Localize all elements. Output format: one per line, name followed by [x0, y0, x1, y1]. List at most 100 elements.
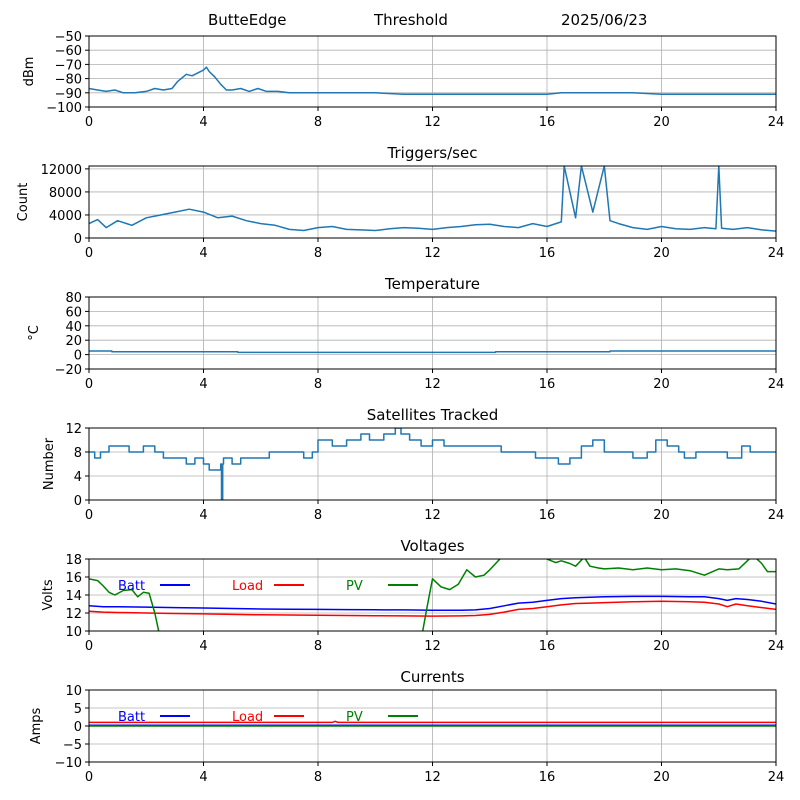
y-tick-label: −50 — [55, 30, 82, 45]
product-name: Threshold — [374, 11, 448, 29]
series-line-1 — [89, 428, 776, 500]
date-label: 2025/06/23 — [561, 11, 648, 29]
y-tick-label: −60 — [55, 44, 82, 59]
x-tick-label: 8 — [314, 246, 322, 261]
y-tick-label: 20 — [65, 334, 82, 349]
x-tick-label: 0 — [85, 639, 93, 654]
series-group — [89, 428, 776, 500]
x-tick-label: 0 — [85, 508, 93, 523]
y-tick-label: 10 — [65, 625, 82, 640]
y-tick-label: 60 — [65, 305, 82, 320]
x-tick-label: 4 — [199, 770, 207, 785]
panel-title: Temperature — [384, 275, 480, 293]
y-tick-label: 16 — [65, 571, 82, 586]
x-tick-label: 4 — [199, 115, 207, 130]
legend-label-batt: Batt — [118, 710, 145, 725]
station-name: ButteEdge — [208, 11, 287, 29]
x-tick-label: 20 — [653, 377, 670, 392]
y-axis-label: Amps — [29, 707, 44, 744]
x-tick-label: 20 — [653, 639, 670, 654]
y-tick-label: −100 — [46, 101, 82, 116]
x-tick-label: 12 — [424, 377, 441, 392]
x-tick-label: 16 — [539, 377, 556, 392]
x-tick-label: 24 — [768, 115, 785, 130]
x-tick-label: 8 — [314, 115, 322, 130]
y-tick-label: −80 — [55, 73, 82, 88]
x-tick-label: 0 — [85, 770, 93, 785]
legend-label-load: Load — [232, 579, 263, 594]
x-tick-label: 24 — [768, 770, 785, 785]
y-tick-label: −20 — [55, 363, 82, 378]
y-tick-label: 8 — [74, 446, 82, 461]
series-group — [89, 166, 776, 232]
panel-title: Triggers/sec — [387, 144, 478, 162]
y-tick-label: −90 — [55, 87, 82, 102]
x-tick-label: 0 — [85, 377, 93, 392]
x-tick-label: 24 — [768, 377, 785, 392]
series-line-1 — [89, 166, 776, 232]
x-tick-label: 12 — [424, 639, 441, 654]
legend-label-load: Load — [232, 710, 263, 725]
legend-label-pv: PV — [346, 710, 363, 725]
y-tick-label: 8000 — [49, 186, 82, 201]
y-axis-label: Count — [16, 183, 31, 222]
x-tick-label: 12 — [424, 508, 441, 523]
series-line-load — [89, 600, 776, 617]
panel-5: 0 4 8 12 16 20 24 10 12 14 16 18 Voltages Volts Batt Lo… — [41, 537, 784, 654]
x-tick-label: 20 — [653, 115, 670, 130]
panel-1: 0 4 8 12 16 20 24 −100−90−80−70−60−50 dBm — [22, 30, 784, 130]
series-group — [89, 720, 776, 727]
x-tick-label: 4 — [199, 377, 207, 392]
x-tick-label: 12 — [424, 246, 441, 261]
y-axis-label: Volts — [41, 579, 56, 611]
x-tick-label: 0 — [85, 115, 93, 130]
y-axis-label: Number — [42, 437, 57, 490]
panel-4: 0 4 8 12 16 20 24 0 4 8 12 Satellites Tracked Number — [42, 406, 784, 523]
x-tick-label: 24 — [768, 508, 785, 523]
y-tick-label: 5 — [74, 702, 82, 717]
y-axis-label: °C — [27, 325, 42, 341]
x-tick-label: 16 — [539, 770, 556, 785]
x-tick-label: 12 — [424, 115, 441, 130]
y-tick-label: 0 — [74, 349, 82, 364]
y-tick-label: 12 — [65, 422, 82, 437]
x-tick-label: 4 — [199, 246, 207, 261]
x-tick-label: 24 — [768, 246, 785, 261]
panel-title: Currents — [400, 668, 464, 686]
x-tick-label: 8 — [314, 377, 322, 392]
series-group — [89, 559, 776, 631]
y-tick-label: 4 — [74, 470, 82, 485]
x-tick-label: 16 — [539, 246, 556, 261]
y-tick-label: −70 — [55, 58, 82, 73]
y-tick-label: 0 — [74, 232, 82, 247]
panel-title: Satellites Tracked — [367, 406, 498, 424]
y-tick-label: −10 — [55, 756, 82, 771]
x-tick-label: 4 — [199, 639, 207, 654]
y-tick-label: 18 — [65, 553, 82, 568]
x-tick-label: 12 — [424, 770, 441, 785]
series-line-1 — [89, 66, 776, 95]
x-tick-label: 20 — [653, 508, 670, 523]
x-tick-label: 4 — [199, 508, 207, 523]
series-line-load — [89, 720, 776, 724]
y-tick-label: 12 — [65, 607, 82, 622]
legend-label-batt: Batt — [118, 579, 145, 594]
panel-title: Voltages — [400, 537, 464, 555]
y-axis-label: dBm — [22, 57, 37, 87]
x-tick-label: 20 — [653, 246, 670, 261]
legend-label-pv: PV — [346, 579, 363, 594]
x-tick-label: 8 — [314, 770, 322, 785]
series-line-batt — [89, 595, 776, 612]
y-tick-label: −5 — [63, 738, 82, 753]
y-tick-label: 10 — [65, 684, 82, 699]
x-tick-label: 16 — [539, 115, 556, 130]
x-tick-label: 8 — [314, 508, 322, 523]
y-tick-label: 12000 — [41, 163, 82, 178]
x-tick-label: 16 — [539, 508, 556, 523]
x-tick-label: 0 — [85, 246, 93, 261]
x-tick-label: 8 — [314, 639, 322, 654]
y-tick-label: 0 — [74, 720, 82, 735]
series-line-1 — [89, 350, 776, 354]
panel-2: 0 4 8 12 16 20 24 0 4000 8000 12000 Triggers/sec Cou… — [16, 144, 784, 261]
